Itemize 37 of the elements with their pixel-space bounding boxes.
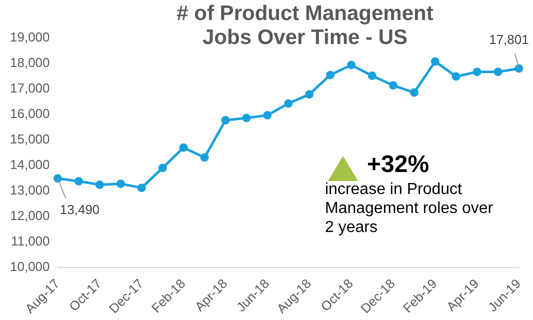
point [430,57,440,66]
point [116,180,125,188]
y-tick-label: 14,000 [10,156,50,172]
y-tick-label: 17,000 [10,80,50,96]
point [326,70,335,80]
point [284,99,293,108]
point [494,68,502,76]
y-tick-label: 10,000 [10,258,50,274]
y-tick-label: 13,000 [10,182,50,198]
point [54,174,62,183]
point [137,184,146,192]
y-tick-label: 12,000 [10,208,50,223]
y-tick-label: 16,000 [10,106,50,122]
point [263,110,272,120]
data-label: 17,801 [489,32,529,48]
point [158,164,167,172]
data-label: 13,490 [60,202,100,217]
point [74,176,83,186]
point [368,71,376,80]
point [388,81,398,90]
point [221,116,230,125]
chart-title: # of Product Management Jobs Over Time - US [176,2,434,50]
annotation: +32% [367,150,430,180]
point [95,180,104,190]
point [347,60,356,70]
y-tick-label: 15,000 [10,132,50,146]
annotation: increase in Product Management roles over 2 years [325,180,494,237]
point [410,88,418,97]
y-tick-label: 11,000 [10,233,50,248]
point [472,68,482,76]
point [200,153,209,162]
point [305,90,314,99]
point [452,72,460,81]
point [242,114,251,122]
point [179,143,188,152]
y-tick-label: 18,000 [10,55,50,70]
y-tick-label: 19,000 [10,30,50,45]
